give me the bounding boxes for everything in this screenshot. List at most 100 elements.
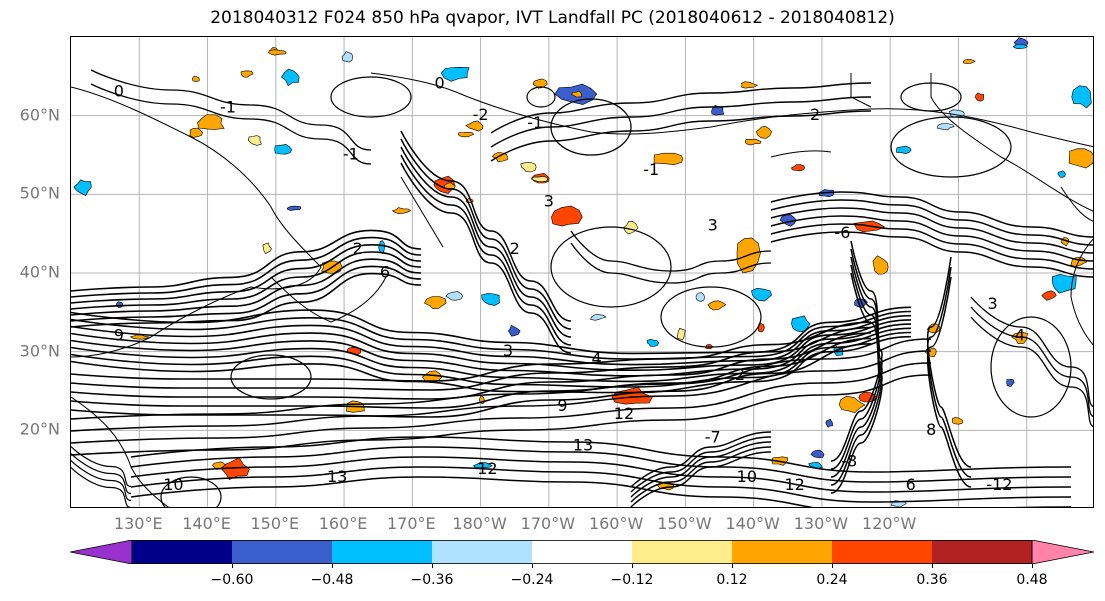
anomaly-blob [741, 81, 759, 89]
longitude-label: 130°W [793, 514, 849, 533]
colorbar-tick-label: −0.12 [610, 572, 654, 588]
ivt-contour [71, 374, 932, 456]
ivt-contour [400, 154, 572, 346]
anomaly-blob [115, 301, 124, 308]
ivt-contour [830, 256, 883, 478]
ivt-contour [630, 441, 772, 498]
coastline [770, 150, 832, 158]
anomaly-blob [951, 416, 964, 425]
ivt-contour-lines [71, 69, 1093, 507]
anomaly-blob [191, 75, 200, 82]
contour-label: 6 [906, 475, 916, 494]
ivt-contour [630, 446, 772, 503]
anomaly-blob [695, 292, 705, 302]
ivt-contour [71, 467, 132, 507]
ivt-contour [71, 258, 422, 316]
contour-label: -1 [220, 97, 236, 116]
anomaly-blob [1051, 273, 1077, 294]
contour-label: 13 [327, 467, 347, 486]
ivt-contour [770, 199, 1093, 246]
ivt-contour [770, 215, 1093, 262]
anomaly-blob [1071, 85, 1092, 109]
anomaly-blob [838, 395, 866, 414]
contour-label: 8 [926, 420, 936, 439]
coastline [270, 276, 387, 323]
anomaly-blob [646, 338, 660, 347]
ivt-contour [130, 476, 1071, 507]
coastline [71, 396, 170, 507]
ivt-contour [71, 343, 872, 418]
ivt-contour-loop [160, 476, 222, 507]
ivt-contour [71, 335, 912, 394]
colorbar-segment [632, 540, 733, 564]
latitude-label: 40°N [19, 262, 60, 282]
ivt-contour [130, 456, 1072, 493]
colorbar-tickmark [632, 564, 633, 568]
ivt-contour [970, 296, 1093, 407]
colorbar-segment [832, 540, 933, 564]
contour-label: 2 [735, 365, 745, 384]
contour-label: -2 [473, 105, 489, 124]
anomaly-blob [611, 386, 653, 405]
anomaly-blob [531, 175, 548, 183]
contour-label: 0 [435, 74, 445, 93]
anomaly-blob [189, 127, 203, 138]
ivt-contour [400, 130, 572, 322]
anomaly-blob [676, 327, 686, 341]
contour-label: -1 [527, 113, 543, 132]
ivt-contour [71, 321, 872, 382]
figure-title: 2018040312 F024 850 hPa qvapor, IVT Land… [210, 8, 895, 28]
ivt-contour [770, 223, 1093, 270]
contour-label: 6 [380, 263, 390, 282]
contour-label: -1 [343, 145, 359, 164]
latitude-label: 60°N [19, 105, 60, 125]
ivt-contour-loop [890, 116, 1012, 178]
anomaly-blob [73, 179, 92, 197]
anomaly-blob [240, 70, 254, 78]
latitude-label: 20°N [19, 419, 60, 439]
ivt-contour [830, 264, 883, 486]
ivt-contour-loop [550, 98, 632, 156]
ivt-contour [400, 162, 572, 354]
colorbar-outline [131, 540, 1033, 564]
ivt-contour-loop [550, 226, 672, 308]
colorbar-segment [332, 540, 433, 564]
colorbar-segment [932, 540, 1033, 564]
anomaly-blob [508, 324, 521, 337]
anomaly-blob [341, 51, 354, 63]
ivt-contour [71, 446, 132, 488]
contour-label: -7 [705, 428, 721, 447]
ivt-contour [130, 436, 1072, 473]
ivt-contour-loop [990, 316, 1072, 418]
ivt-contour [926, 256, 972, 468]
anomaly-blob [197, 114, 225, 130]
colorbar-tick-label: 0.12 [716, 572, 748, 588]
contour-label: 3 [544, 192, 554, 211]
ivt-contour [830, 240, 883, 462]
ivt-contour [130, 446, 1072, 483]
anomaly-blob [1012, 43, 1028, 50]
ivt-contour [71, 362, 932, 444]
ivt-contour [970, 316, 1093, 427]
colorbar-tickmark [232, 564, 233, 568]
longitude-label: 150°W [657, 514, 712, 533]
ivt-contour [926, 276, 972, 488]
anomaly-blob [936, 123, 955, 131]
colorbar-tick-label: −0.24 [510, 572, 554, 588]
longitude-label: 150°E [250, 514, 300, 533]
ivt-contour [71, 272, 422, 328]
contour-label: -1 [643, 160, 659, 179]
contour-label: 9 [557, 396, 567, 415]
ivt-contour [630, 436, 772, 493]
anomaly-blob [1011, 332, 1028, 345]
ivt-contour-loop [230, 354, 312, 400]
anomaly-blob [896, 145, 912, 155]
ivt-contour [71, 326, 872, 391]
colorbar-tickmark [332, 564, 333, 568]
ivt-contour [71, 332, 872, 400]
colorbar-segment [532, 540, 633, 564]
ivt-contour [970, 306, 1093, 417]
colorbar-tickmark [532, 564, 533, 568]
colorbar-extend-low [70, 540, 133, 564]
